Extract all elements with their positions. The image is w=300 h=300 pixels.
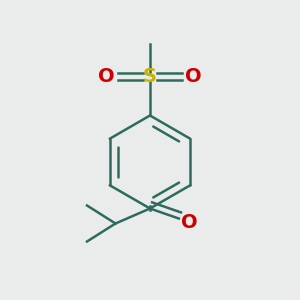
Text: O: O (185, 67, 202, 86)
Text: S: S (143, 67, 157, 86)
Text: O: O (98, 67, 115, 86)
Text: O: O (181, 212, 197, 232)
